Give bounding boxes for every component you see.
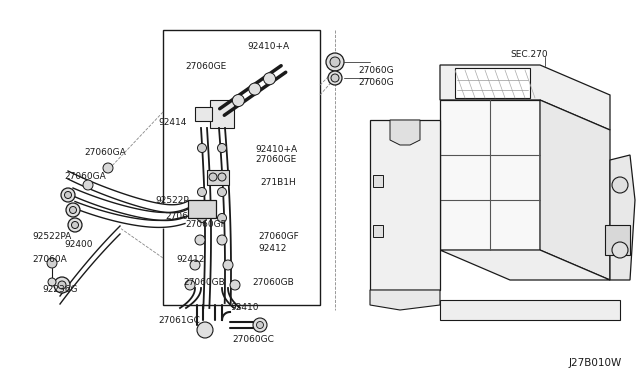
- Circle shape: [331, 74, 339, 82]
- Text: SEC.270: SEC.270: [510, 50, 548, 59]
- Circle shape: [48, 278, 56, 286]
- Text: 92412: 92412: [258, 244, 286, 253]
- Circle shape: [66, 203, 80, 217]
- Text: 27061GC: 27061GC: [158, 316, 200, 325]
- Text: 27060GE: 27060GE: [185, 62, 227, 71]
- Text: 92414: 92414: [158, 118, 186, 127]
- Circle shape: [218, 144, 227, 153]
- Text: 92410+A: 92410+A: [247, 42, 289, 51]
- Circle shape: [326, 53, 344, 71]
- Polygon shape: [540, 100, 610, 280]
- Circle shape: [612, 177, 628, 193]
- Circle shape: [223, 260, 233, 270]
- Text: 27060GB: 27060GB: [252, 278, 294, 287]
- Text: 27060GF: 27060GF: [258, 232, 299, 241]
- Text: 92522P: 92522P: [155, 196, 189, 205]
- Polygon shape: [440, 100, 540, 250]
- Text: 27060A: 27060A: [32, 255, 67, 264]
- Circle shape: [58, 281, 66, 289]
- Circle shape: [330, 57, 340, 67]
- Text: 27060G: 27060G: [358, 66, 394, 75]
- Circle shape: [218, 187, 227, 196]
- Polygon shape: [210, 100, 234, 128]
- Polygon shape: [440, 65, 610, 130]
- Circle shape: [83, 180, 93, 190]
- Text: J27B010W: J27B010W: [569, 358, 622, 368]
- Bar: [373, 175, 383, 187]
- Polygon shape: [610, 155, 635, 280]
- Polygon shape: [390, 120, 420, 145]
- Text: 27060G: 27060G: [358, 78, 394, 87]
- Circle shape: [612, 242, 628, 258]
- Circle shape: [197, 322, 213, 338]
- Text: 27060GA: 27060GA: [84, 148, 125, 157]
- Circle shape: [65, 192, 72, 199]
- Circle shape: [70, 206, 77, 214]
- Circle shape: [209, 173, 217, 181]
- Circle shape: [249, 83, 260, 95]
- Circle shape: [218, 214, 227, 222]
- Circle shape: [217, 235, 227, 245]
- Circle shape: [190, 260, 200, 270]
- Circle shape: [103, 163, 113, 173]
- Circle shape: [72, 221, 79, 228]
- Circle shape: [47, 258, 57, 268]
- Text: 92522PA: 92522PA: [32, 232, 71, 241]
- Circle shape: [61, 188, 75, 202]
- Circle shape: [185, 280, 195, 290]
- Ellipse shape: [387, 177, 422, 232]
- Text: 92410: 92410: [230, 303, 259, 312]
- Bar: [605, 225, 630, 255]
- Circle shape: [218, 173, 226, 181]
- Polygon shape: [195, 107, 212, 121]
- Polygon shape: [370, 120, 440, 290]
- Circle shape: [253, 318, 267, 332]
- Text: 27060GF: 27060GF: [185, 220, 226, 229]
- Text: 27060GB: 27060GB: [183, 278, 225, 287]
- Bar: [373, 225, 383, 237]
- Polygon shape: [370, 290, 440, 310]
- Circle shape: [195, 235, 205, 245]
- Text: 92410+A: 92410+A: [255, 145, 297, 154]
- Bar: [188, 200, 216, 218]
- Polygon shape: [440, 300, 620, 320]
- Bar: [207, 170, 229, 185]
- Circle shape: [230, 280, 240, 290]
- Text: 92400: 92400: [64, 240, 93, 249]
- Circle shape: [198, 187, 207, 196]
- Bar: [163, 30, 320, 305]
- Text: 27060GE: 27060GE: [255, 155, 296, 164]
- Text: 27060GA: 27060GA: [64, 172, 106, 181]
- Text: 271B1H: 271B1H: [260, 178, 296, 187]
- Text: 27060B: 27060B: [165, 212, 200, 221]
- Text: 27060GC: 27060GC: [232, 335, 274, 344]
- Bar: [455, 68, 530, 98]
- Circle shape: [68, 218, 82, 232]
- Polygon shape: [440, 250, 610, 280]
- Circle shape: [257, 321, 264, 328]
- Text: 92236G: 92236G: [42, 285, 77, 294]
- Circle shape: [328, 71, 342, 85]
- Circle shape: [198, 144, 207, 153]
- Text: 92412: 92412: [176, 255, 204, 264]
- Circle shape: [198, 214, 207, 222]
- Circle shape: [54, 277, 70, 293]
- Circle shape: [232, 94, 244, 106]
- Circle shape: [264, 73, 275, 85]
